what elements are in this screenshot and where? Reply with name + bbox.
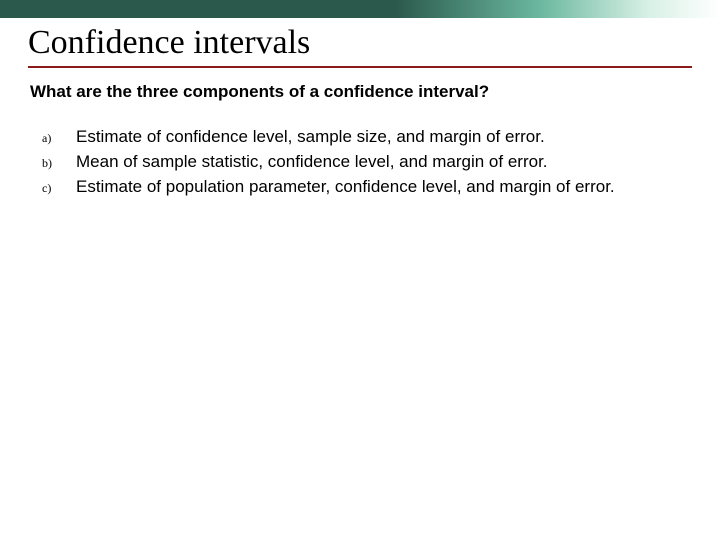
slide-title: Confidence intervals <box>28 24 692 68</box>
option-text-a: Estimate of confidence level, sample siz… <box>76 126 692 149</box>
option-text-b: Mean of sample statistic, confidence lev… <box>76 151 692 174</box>
slide-content: Confidence intervals What are the three … <box>0 18 720 199</box>
option-label-b: b) <box>42 151 76 171</box>
options-list: a) Estimate of confidence level, sample … <box>28 126 692 199</box>
option-row: a) Estimate of confidence level, sample … <box>42 126 692 149</box>
option-label-a: a) <box>42 126 76 146</box>
question-text: What are the three components of a confi… <box>28 82 692 102</box>
option-label-c: c) <box>42 176 76 196</box>
option-text-c: Estimate of population parameter, confid… <box>76 176 692 199</box>
option-row: b) Mean of sample statistic, confidence … <box>42 151 692 174</box>
option-row: c) Estimate of population parameter, con… <box>42 176 692 199</box>
header-gradient-bar <box>0 0 720 18</box>
